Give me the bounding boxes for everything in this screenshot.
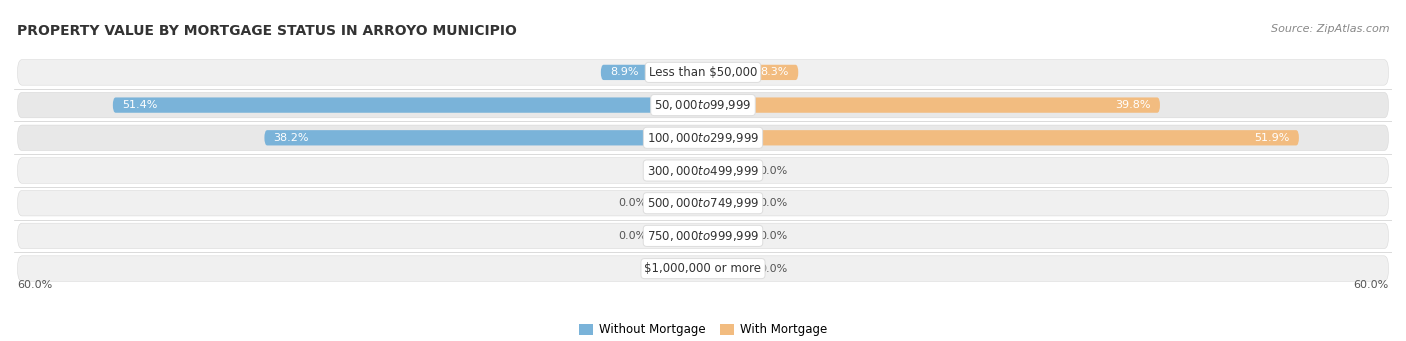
FancyBboxPatch shape (703, 130, 1299, 146)
Text: 0.27%: 0.27% (659, 165, 696, 176)
FancyBboxPatch shape (703, 65, 799, 80)
Text: 1.3%: 1.3% (655, 264, 683, 273)
FancyBboxPatch shape (700, 163, 703, 178)
Text: $1,000,000 or more: $1,000,000 or more (644, 262, 762, 275)
FancyBboxPatch shape (17, 158, 1389, 183)
FancyBboxPatch shape (17, 60, 1389, 85)
Text: 0.0%: 0.0% (619, 231, 647, 241)
FancyBboxPatch shape (17, 223, 1389, 249)
FancyBboxPatch shape (17, 92, 1389, 118)
Text: 38.2%: 38.2% (274, 133, 309, 143)
FancyBboxPatch shape (703, 228, 755, 243)
FancyBboxPatch shape (17, 190, 1389, 216)
Text: 8.3%: 8.3% (761, 68, 789, 77)
FancyBboxPatch shape (17, 256, 1389, 281)
FancyBboxPatch shape (688, 261, 703, 276)
FancyBboxPatch shape (703, 163, 755, 178)
Text: $50,000 to $99,999: $50,000 to $99,999 (654, 98, 752, 112)
Text: $750,000 to $999,999: $750,000 to $999,999 (647, 229, 759, 243)
Text: 60.0%: 60.0% (17, 280, 53, 290)
FancyBboxPatch shape (703, 195, 755, 211)
FancyBboxPatch shape (264, 130, 703, 146)
Text: 0.0%: 0.0% (759, 165, 787, 176)
Legend: Without Mortgage, With Mortgage: Without Mortgage, With Mortgage (579, 324, 827, 337)
Text: 39.8%: 39.8% (1115, 100, 1152, 110)
Text: $500,000 to $749,999: $500,000 to $749,999 (647, 196, 759, 210)
FancyBboxPatch shape (651, 228, 703, 243)
Text: 0.0%: 0.0% (619, 198, 647, 208)
Text: Source: ZipAtlas.com: Source: ZipAtlas.com (1271, 24, 1389, 34)
Text: PROPERTY VALUE BY MORTGAGE STATUS IN ARROYO MUNICIPIO: PROPERTY VALUE BY MORTGAGE STATUS IN ARR… (17, 24, 517, 38)
FancyBboxPatch shape (600, 65, 703, 80)
Text: 0.0%: 0.0% (759, 264, 787, 273)
Text: 0.0%: 0.0% (759, 198, 787, 208)
FancyBboxPatch shape (703, 98, 1160, 113)
FancyBboxPatch shape (17, 125, 1389, 151)
Text: 60.0%: 60.0% (1353, 280, 1389, 290)
Text: 51.4%: 51.4% (122, 100, 157, 110)
Text: 0.0%: 0.0% (759, 231, 787, 241)
Text: 51.9%: 51.9% (1254, 133, 1289, 143)
Text: Less than $50,000: Less than $50,000 (648, 66, 758, 79)
Text: $300,000 to $499,999: $300,000 to $499,999 (647, 163, 759, 178)
FancyBboxPatch shape (651, 195, 703, 211)
FancyBboxPatch shape (703, 261, 755, 276)
Text: $100,000 to $299,999: $100,000 to $299,999 (647, 131, 759, 145)
FancyBboxPatch shape (112, 98, 703, 113)
Text: 8.9%: 8.9% (610, 68, 638, 77)
